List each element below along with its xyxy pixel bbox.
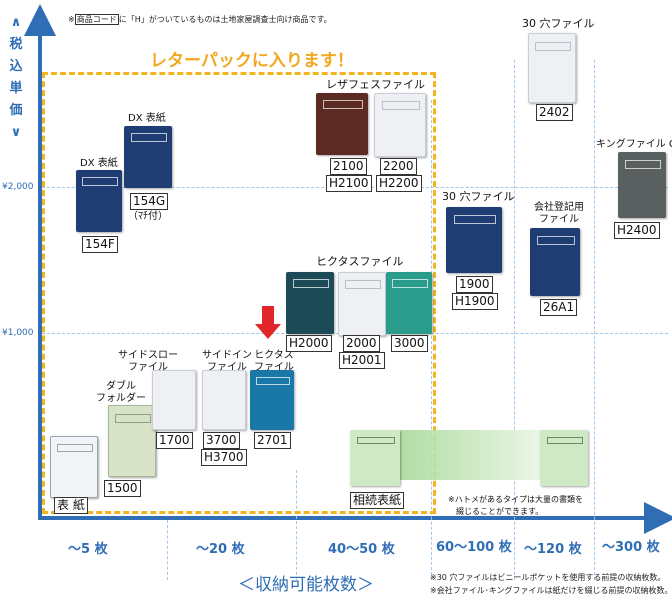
product-code-1900: 1900: [456, 276, 493, 293]
product-code-3000: 3000: [391, 335, 428, 352]
y-axis-label-char: 税: [9, 37, 23, 52]
product-code-h1900: H1900: [452, 293, 498, 310]
product-2402-image: [528, 33, 576, 103]
y-axis-label-char: 価: [9, 103, 23, 118]
letter-pack-label: レターパックに入ります！: [150, 51, 354, 71]
hkname-line: ファイル: [254, 362, 294, 373]
siname-line: ファイル: [207, 362, 247, 373]
product-30ana-2402-name: 30 穴ファイル: [522, 17, 595, 30]
product-sozoku-image: [350, 430, 400, 486]
product-code-h2400: H2400: [614, 222, 660, 239]
product-code-26a1: 26A1: [540, 299, 578, 316]
dfname-line: ダブル: [106, 381, 136, 392]
x-category-3: 40～50 枚: [328, 542, 395, 557]
product-hikutas-2701-image: [250, 370, 294, 430]
hatome-note-line1: ※ハトメがあるタイプは大量の書類を: [448, 495, 583, 504]
product-dx-154g-image: [124, 126, 172, 188]
y-axis-label: ∧ 税込単価 ∨: [6, 12, 26, 144]
product-code-1700: 1700: [156, 432, 193, 449]
product-code-3700: 3700: [203, 432, 240, 449]
product-code-154g: 154G: [130, 193, 169, 210]
gridline-x3: [431, 100, 432, 580]
gridline-x1: [167, 520, 168, 580]
ksname-line: 会社登記用: [534, 202, 584, 213]
stname-line: サイドスロー: [118, 350, 178, 361]
product-1900-image: [446, 207, 502, 273]
product-2000-image: [338, 272, 386, 336]
stname-line: ファイル: [128, 362, 168, 373]
product-code-154f: 154F: [82, 236, 118, 253]
product-3000-image: [386, 272, 432, 334]
product-30ana-1900-name: 30 穴ファイル: [442, 190, 515, 203]
bottom-note-2: ※会社ファイル･キングファイルは紙だけを綴じる前提の収納枚数。: [430, 586, 672, 595]
product-sidethrow-name: サイドスロー ファイル: [118, 350, 178, 374]
product-code-1500: 1500: [104, 480, 141, 497]
dfname-line: フォルダー: [96, 393, 146, 404]
product-h2000-image: [286, 272, 334, 334]
y-axis-label-char: 単: [9, 81, 23, 96]
product-code-2200: 2200: [380, 158, 417, 175]
product-lezafes-name: レザフェスファイル: [326, 78, 425, 91]
product-code-2000: 2000: [343, 335, 380, 352]
product-code-h3700: H3700: [201, 449, 247, 466]
y-axis-label-char: ∧: [10, 15, 22, 30]
product-code-h2001: H2001: [339, 352, 385, 369]
gridline-x4: [514, 60, 515, 580]
red-arrow-head-icon: [255, 324, 281, 339]
y-axis-label-char: ∨: [10, 125, 22, 140]
product-double-folder-image: [108, 405, 156, 477]
gridline-x5: [594, 60, 595, 580]
ksname-line: ファイル: [539, 214, 579, 225]
product-26a1-image: [530, 228, 580, 296]
hkname-line: ヒクタス: [254, 350, 294, 361]
product-code-h2000: H2000: [286, 335, 332, 352]
bottom-note-1: ※30 穴ファイルはビニールポケットを使用する前提の収納枚数。: [430, 573, 666, 582]
product-sidein-name: サイドイン ファイル: [202, 350, 252, 374]
product-code-h2200: H2200: [376, 175, 422, 192]
product-hyoshi-image: [50, 436, 98, 498]
product-hyoshi-label: 表 紙: [54, 497, 88, 514]
x-axis-title: ＜収納可能枚数＞: [238, 575, 374, 595]
red-arrow-icon: [262, 306, 274, 324]
product-dx-154g-name: DX 表紙: [128, 113, 166, 124]
product-code-2701: 2701: [254, 432, 291, 449]
x-category-4: 60～100 枚: [436, 540, 512, 555]
product-2200-image: [374, 93, 426, 157]
y-axis-label-char: 込: [9, 59, 23, 74]
product-double-folder-name: ダブル フォルダー: [96, 381, 146, 405]
product-2100-image: [316, 93, 368, 155]
soto-range-band: [400, 430, 545, 480]
x-category-6: ～300 枚: [602, 540, 660, 555]
gridline-x2: [296, 470, 297, 580]
product-code-2100: 2100: [330, 158, 367, 175]
letter-pack-box: [42, 72, 436, 514]
product-hikutas-file-name: ヒクタスファイル: [316, 255, 404, 268]
product-kaisha-name: 会社登記用 ファイル: [534, 202, 584, 226]
x-category-5: ～120 枚: [524, 542, 582, 557]
product-dx-154f-image: [76, 170, 122, 232]
y-tick-1000: ¥1,000: [2, 328, 34, 338]
top-note-boxed: 商品コード: [74, 14, 119, 25]
product-hikutas-2701-name: ヒクタス ファイル: [254, 350, 294, 374]
product-sidethrow-image: [152, 370, 196, 430]
product-h2400-image: [618, 152, 666, 218]
product-king-file-name: キングファイル G: [596, 139, 672, 150]
product-sozoku-label: 相続表紙: [350, 492, 405, 509]
y-tick-2000: ¥2,000: [2, 182, 34, 192]
x-category-1: ～5 枚: [68, 542, 108, 557]
product-dx-154f-name: DX 表紙: [80, 158, 118, 169]
x-category-2: ～20 枚: [196, 542, 245, 557]
product-code-h2100: H2100: [326, 175, 372, 192]
product-code-2402: 2402: [536, 104, 573, 121]
hatome-note-line2: 綴じることができます。: [456, 507, 544, 516]
product-sidein-image: [202, 370, 246, 430]
top-note: ※ 商品コード に「H」がついているものは土地家屋調査士向け商品です。: [68, 14, 332, 25]
product-sozoku-large-image: [540, 430, 588, 486]
product-dx-154g-sub: （ﾏﾁ付）: [128, 211, 168, 222]
siname-line: サイドイン: [202, 350, 252, 361]
